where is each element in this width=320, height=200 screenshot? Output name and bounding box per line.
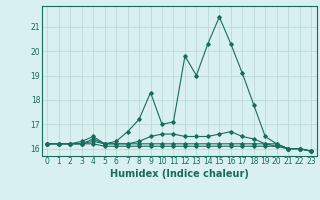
X-axis label: Humidex (Indice chaleur): Humidex (Indice chaleur) bbox=[110, 169, 249, 179]
